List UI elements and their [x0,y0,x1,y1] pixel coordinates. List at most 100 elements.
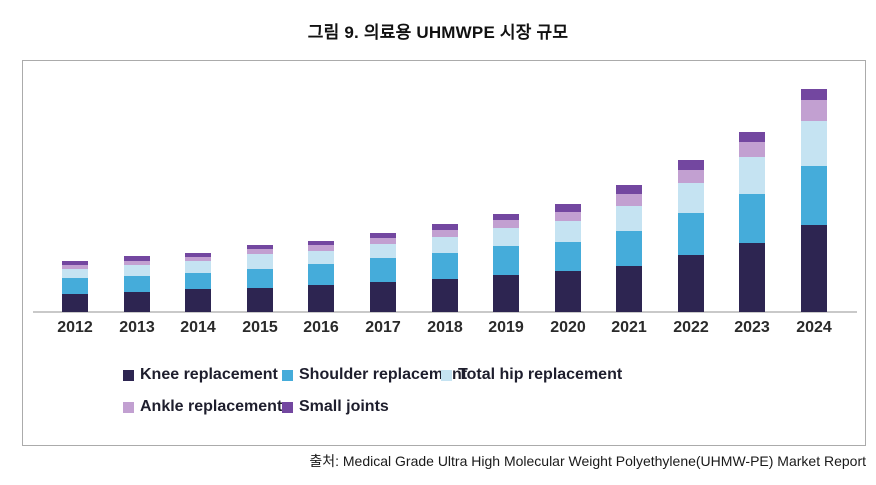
bar-segment-knee-replacement [62,294,88,312]
bar-2024 [801,89,827,312]
legend-item-small-joints: Small joints [282,397,389,417]
bar-segment-knee-replacement [370,282,396,312]
x-tick-label-2012: 2012 [57,319,93,336]
bar-segment-shoulder-replacement [616,231,642,266]
x-tick-label-2021: 2021 [611,319,647,336]
bar-segment-total-hip-replacement [616,206,642,231]
bar-segment-total-hip-replacement [62,269,88,278]
x-tick-label-2018: 2018 [427,319,463,336]
source-citation: 출처: Medical Grade Ultra High Molecular W… [309,453,866,469]
legend-label: Total hip replacement [458,366,623,383]
x-tick-label-2022: 2022 [673,319,709,336]
bar-segment-small-joints [432,224,458,230]
bar-segment-ankle-replacement [185,257,211,261]
bar-segment-knee-replacement [247,288,273,312]
bar-segment-total-hip-replacement [678,183,704,213]
x-tick-label-2020: 2020 [550,319,586,336]
bar-segment-knee-replacement [185,289,211,312]
legend-label: Shoulder replacement [299,366,468,383]
x-tick-label-2023: 2023 [734,319,770,336]
bar-segment-small-joints [555,204,581,212]
bar-2020 [555,204,581,312]
bar-segment-shoulder-replacement [370,258,396,282]
legend-label: Knee replacement [140,366,278,383]
bar-segment-shoulder-replacement [185,273,211,289]
bar-segment-knee-replacement [124,292,150,312]
bar-segment-knee-replacement [432,279,458,312]
bar-segment-total-hip-replacement [739,157,765,194]
bar-segment-shoulder-replacement [678,213,704,255]
bar-segment-ankle-replacement [739,142,765,157]
bar-segment-shoulder-replacement [739,194,765,243]
bar-segment-total-hip-replacement [308,251,334,264]
x-tick-label-2019: 2019 [488,319,524,336]
bar-2015 [247,245,273,312]
x-tick-label-2017: 2017 [365,319,401,336]
legend-swatch-icon [123,369,134,381]
bar-segment-knee-replacement [308,285,334,312]
bar-segment-total-hip-replacement [370,244,396,258]
bar-segment-small-joints [801,89,827,100]
plot-area: 2012 2013 2014 2015 2016 2017 2018 2019 2020 2021… [23,61,865,445]
bar-segment-ankle-replacement [678,170,704,183]
bar-segment-total-hip-replacement [432,237,458,253]
bar-segment-ankle-replacement [801,100,827,121]
bar-segment-ankle-replacement [555,212,581,221]
legend-item-shoulder-replacement: Shoulder replacement [282,365,467,385]
bar-segment-small-joints [308,241,334,245]
bar-segment-small-joints [616,185,642,194]
bar-segment-shoulder-replacement [62,278,88,294]
bar-segment-small-joints [493,214,519,220]
bar-segment-knee-replacement [739,243,765,312]
bar-segment-small-joints [62,261,88,265]
bar-2017 [370,233,396,312]
x-tick-label-2014: 2014 [180,319,216,336]
x-axis-line [33,311,857,313]
bar-segment-small-joints [739,132,765,142]
bar-segment-ankle-replacement [432,230,458,237]
legend-item-knee-replacement: Knee replacement [123,365,278,385]
bar-2014 [185,253,211,312]
legend-swatch-icon [282,369,293,381]
bar-2023 [739,132,765,312]
bar-segment-shoulder-replacement [555,242,581,271]
bar-segment-shoulder-replacement [247,269,273,288]
bar-segment-ankle-replacement [493,220,519,228]
legend-label: Small joints [299,398,389,415]
legend-label: Ankle replacement [140,398,283,415]
legend-item-ankle-replacement: Ankle replacement [123,397,282,417]
bar-2012 [62,261,88,312]
bar-segment-shoulder-replacement [308,264,334,285]
bar-segment-total-hip-replacement [493,228,519,246]
x-tick-label-2015: 2015 [242,319,278,336]
legend-swatch-icon [441,369,452,381]
bar-segment-shoulder-replacement [432,253,458,279]
bar-segment-total-hip-replacement [124,265,150,276]
bar-segment-small-joints [247,245,273,249]
bar-segment-small-joints [370,233,396,238]
bar-segment-ankle-replacement [616,194,642,206]
bar-segment-total-hip-replacement [555,221,581,242]
bar-2013 [124,256,150,312]
bar-2019 [493,214,519,312]
bar-segment-ankle-replacement [370,238,396,244]
bar-2016 [308,241,334,312]
bar-segment-shoulder-replacement [124,276,150,292]
bar-2018 [432,224,458,312]
bar-segment-small-joints [185,253,211,257]
bar-segment-total-hip-replacement [185,261,211,273]
x-tick-label-2024: 2024 [796,319,832,336]
bar-segment-small-joints [124,256,150,261]
bar-segment-total-hip-replacement [247,254,273,269]
chart-title: 그림 9. 의료용 UHMWPE 시장 규모 [307,23,569,42]
bar-segment-ankle-replacement [308,245,334,251]
bar-segment-small-joints [678,160,704,170]
x-tick-label-2016: 2016 [303,319,339,336]
bar-2021 [616,185,642,312]
bar-segment-shoulder-replacement [801,166,827,225]
bar-segment-knee-replacement [801,225,827,312]
legend-swatch-icon [282,401,293,413]
bar-segment-total-hip-replacement [801,121,827,166]
bar-segment-knee-replacement [493,275,519,312]
bar-segment-ankle-replacement [62,265,88,269]
